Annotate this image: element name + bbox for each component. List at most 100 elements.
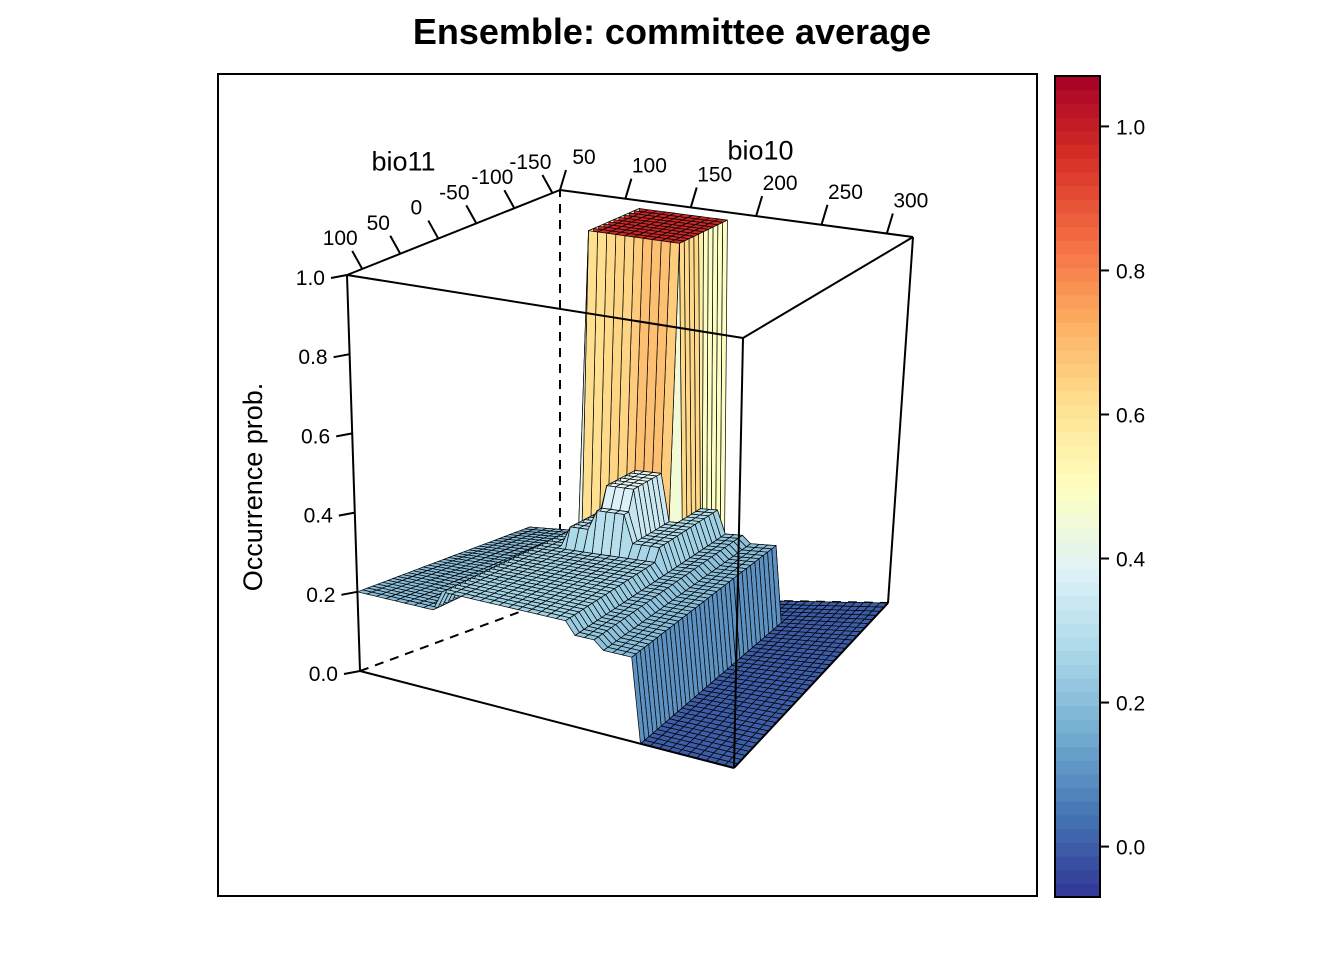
colorbar-swatch	[1055, 404, 1100, 419]
box-edge-right-vertical	[887, 236, 914, 604]
colorbar-swatch	[1055, 445, 1100, 460]
colorbar-swatch	[1055, 322, 1100, 337]
y-tick-mark	[503, 189, 516, 209]
y-tick-mark	[427, 220, 440, 240]
colorbar-swatch	[1055, 828, 1100, 843]
x-tick-mark	[689, 187, 698, 208]
colorbar-swatch	[1055, 719, 1100, 734]
colorbar-swatch	[1055, 267, 1100, 282]
colorbar-swatch	[1055, 814, 1100, 830]
x-tick-mark	[755, 195, 764, 217]
colorbar-swatch	[1055, 144, 1100, 159]
y-tick-label: -100	[471, 166, 513, 189]
y-tick-label: 50	[367, 212, 390, 235]
y-tick-label: 0	[410, 197, 422, 220]
y-tick-label: -50	[439, 181, 469, 204]
surface-mesh	[357, 208, 889, 769]
colorbar-swatch	[1055, 418, 1100, 433]
colorbar-swatch	[1055, 240, 1100, 255]
x-tick-mark	[885, 213, 894, 234]
colorbar-swatch	[1055, 746, 1100, 761]
y-tick-mark	[541, 174, 554, 194]
box-edge-front-vertical	[733, 337, 744, 769]
colorbar-swatch	[1055, 732, 1100, 748]
z-tick-label: 1.0	[296, 267, 325, 290]
colorbar-swatch	[1055, 760, 1100, 775]
colorbar-tick-label: 0.8	[1116, 260, 1145, 283]
colorbar: 0.0 0.2 0.4 0.6 0.8 1.0	[1054, 75, 1146, 898]
colorbar-swatch	[1055, 869, 1100, 884]
colorbar-swatch	[1055, 500, 1100, 515]
x-tick-label: 300	[893, 190, 928, 213]
colorbar-swatch	[1055, 308, 1100, 323]
colorbar-swatch	[1055, 554, 1100, 570]
colorbar-ticks: 0.0 0.2 0.4 0.6 0.8 1.0	[1100, 116, 1146, 860]
colorbar-swatch	[1055, 130, 1100, 146]
chart-title: Ensemble: committee average	[413, 11, 931, 52]
box-edge-top-front-right	[742, 236, 914, 339]
z-tick-label: 0.4	[304, 505, 334, 528]
y-tick-label: 100	[323, 227, 358, 250]
colorbar-swatch	[1055, 294, 1100, 310]
colorbar-swatch	[1055, 664, 1100, 679]
colorbar-swatch	[1055, 76, 1100, 91]
x-tick-label: 200	[763, 172, 798, 195]
colorbar-swatch	[1055, 171, 1100, 187]
z-tick-mark	[343, 670, 361, 675]
colorbar-swatch	[1055, 212, 1100, 228]
x-tick-mark	[820, 204, 829, 226]
colorbar-tick-label: 0.0	[1116, 837, 1145, 860]
colorbar-swatch	[1055, 117, 1100, 132]
axes: 50 100 150 200 250 300 bio10 100 50 0 -50-100-150 b…	[238, 136, 928, 687]
colorbar-frame	[1054, 75, 1101, 898]
plot-frame	[217, 73, 1038, 897]
colorbar-swatch	[1055, 691, 1100, 707]
colorbar-swatch	[1055, 377, 1100, 392]
colorbar-swatch	[1055, 582, 1100, 597]
z-tick-mark	[336, 432, 353, 438]
colorbar-swatch	[1055, 595, 1100, 611]
colorbar-swatch	[1055, 185, 1100, 200]
colorbar-tick-label: 1.0	[1116, 116, 1145, 139]
z-tick-label: 0.8	[298, 346, 327, 369]
colorbar-swatch	[1055, 89, 1100, 104]
colorbar-swatch	[1055, 637, 1100, 652]
colorbar-swatch	[1055, 431, 1100, 447]
colorbar-swatch	[1055, 253, 1100, 269]
x-tick-label: 50	[572, 146, 595, 169]
box-edge-top-back-left	[346, 189, 561, 276]
colorbar-swatch	[1055, 787, 1100, 802]
colorbar-swatch	[1055, 623, 1100, 638]
box-edge-left-vertical	[346, 274, 361, 672]
colorbar-swatch	[1055, 527, 1100, 542]
colorbar-swatch	[1055, 541, 1100, 556]
y-tick-label: -150	[509, 151, 551, 174]
x-axis-label: bio10	[727, 136, 793, 166]
x-tick-label: 100	[632, 155, 667, 178]
colorbar-tick-label: 0.2	[1116, 693, 1145, 716]
colorbar-swatch	[1055, 678, 1100, 693]
box-edge-front-bottom-right	[733, 602, 889, 769]
colorbar-swatch	[1055, 801, 1100, 816]
colorbar-swatch	[1055, 855, 1100, 871]
z-tick-mark	[341, 590, 358, 596]
colorbar-swatch	[1055, 459, 1100, 474]
colorbar-swatches	[1055, 76, 1100, 898]
colorbar-swatch	[1055, 349, 1100, 364]
box-edge-top-back-right	[559, 189, 914, 238]
colorbar-swatch	[1055, 335, 1100, 351]
y-tick-mark	[465, 204, 478, 224]
colorbar-swatch	[1055, 158, 1100, 173]
colorbar-swatch	[1055, 226, 1100, 241]
x-tick-mark	[559, 169, 567, 191]
colorbar-swatch	[1055, 472, 1100, 488]
colorbar-swatch	[1055, 842, 1100, 857]
z-tick-mark	[330, 274, 348, 279]
colorbar-swatch	[1055, 883, 1100, 898]
colorbar-swatch	[1055, 363, 1100, 378]
x-tick-mark	[624, 178, 633, 199]
colorbar-swatch	[1055, 103, 1100, 118]
colorbar-swatch	[1055, 486, 1100, 501]
x-tick-label: 250	[828, 181, 863, 204]
front-box-edges	[346, 189, 914, 769]
